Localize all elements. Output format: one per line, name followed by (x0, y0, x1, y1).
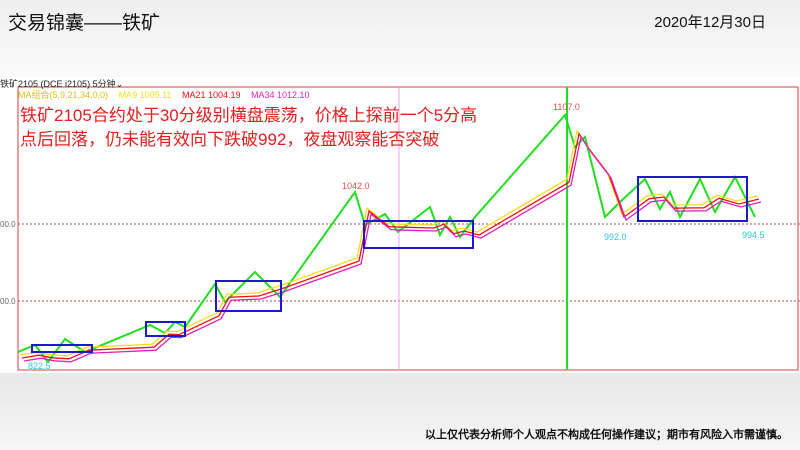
symbol: 铁矿2105 (0, 79, 39, 89)
consolidation-box (637, 176, 748, 222)
consolidation-box (31, 344, 93, 353)
price-annotation: 992.0 (604, 232, 627, 242)
y-tick-label: 00.0 (0, 297, 16, 306)
chart-frame (17, 86, 799, 371)
consolidation-box (145, 321, 186, 337)
ma9-line (19, 129, 758, 357)
y-tick-label: 00.0 (0, 220, 16, 229)
price-chart: 00.0 00.0 822.5 1042.0 1107.0 992.0 994.5 铁矿21… (0, 77, 800, 373)
price-annotation: 994.5 (742, 230, 765, 240)
ma-group[interactable]: MA组合(5,9,21,34,0,0) (18, 90, 109, 100)
ma9-value: MA9 1005.11 (118, 90, 172, 100)
price-annotation: 1107.0 (553, 102, 580, 112)
chart-canvas: 00.0 00.0 822.5 1042.0 1107.0 992.0 994.5 (0, 86, 800, 371)
ma-legend: MA组合(5,9,21,34,0,0) MA9 1005.11 MA21 100… (18, 88, 318, 101)
slide-title: 交易锦囊——铁矿 (8, 13, 161, 34)
analysis-comment: 铁矿2105合约处于30分级别横盘震荡，价格上探前一个5分高点后回落，仍未能有效… (20, 106, 478, 149)
disclaimer: 以上仅代表分析师个人观点不构成任何操作建议；期市有风险入市需谨慎。 (425, 429, 788, 441)
slide-date: 2020年12月30日 (654, 14, 766, 31)
consolidation-box (363, 220, 474, 249)
chevron-down-icon[interactable]: ⌄ (115, 79, 124, 89)
zigzag-line (17, 113, 756, 364)
consolidation-box (215, 280, 282, 312)
chart-header: 铁矿2105 (DCE i2105) 5分钟⌄ (0, 77, 123, 90)
ma21-value: MA21 1004.19 (181, 90, 241, 100)
ma34-value: MA34 1012.10 (251, 90, 310, 100)
period-selector[interactable]: 5分钟 (92, 79, 116, 89)
price-annotation: 822.5 (28, 361, 51, 371)
ma34-line (23, 135, 762, 363)
price-annotation: 1042.0 (342, 181, 370, 191)
exchange: (DCE i2105) (40, 79, 91, 89)
ma21-line (21, 132, 760, 360)
